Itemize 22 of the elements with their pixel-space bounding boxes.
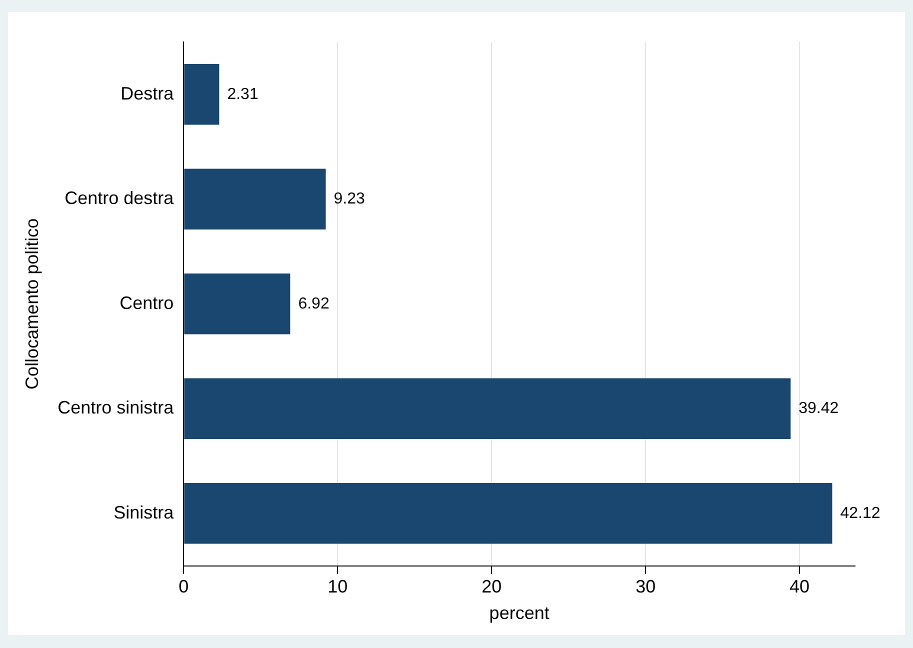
data-label: 9.23 (334, 190, 366, 208)
bar (184, 64, 220, 125)
x-tick-label: 30 (636, 576, 656, 597)
bar (184, 378, 791, 440)
data-label: 2.31 (227, 86, 258, 103)
y-tick-label: Destra (120, 83, 175, 104)
bar (184, 483, 832, 544)
y-tick-label: Centro sinistra (58, 398, 175, 418)
bar (184, 168, 326, 230)
y-tick-label: Centro destra (64, 188, 175, 208)
x-tick-label: 10 (328, 576, 348, 597)
bar (184, 274, 290, 334)
x-axis-title: percent (489, 603, 550, 624)
y-tick-label: Centro (120, 292, 174, 313)
x-tick-label: 40 (790, 576, 810, 597)
y-tick-label: Sinistra (114, 502, 175, 522)
x-tick-label: 0 (178, 576, 189, 597)
data-label: 42.12 (840, 504, 880, 522)
data-label: 39.42 (798, 400, 839, 418)
x-tick-label: 20 (482, 576, 502, 597)
data-label: 6.92 (298, 295, 330, 312)
y-axis-title: Collocamento politico (22, 218, 42, 390)
